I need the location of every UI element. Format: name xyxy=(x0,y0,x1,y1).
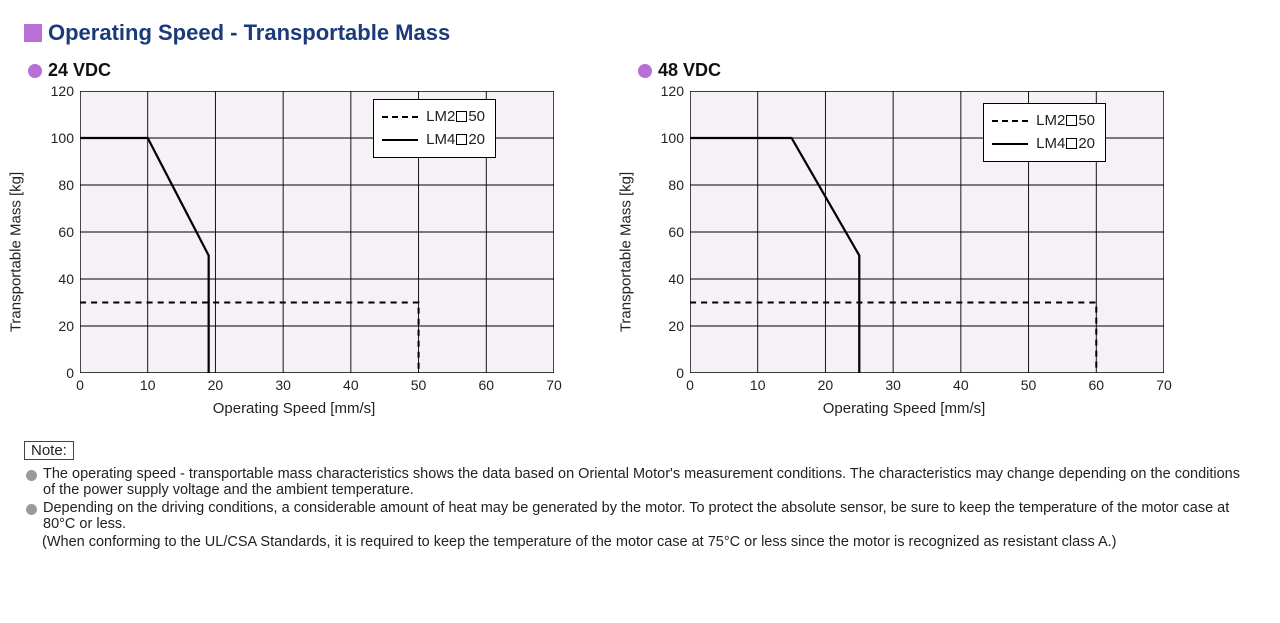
section-title-text: Operating Speed - Transportable Mass xyxy=(48,20,450,46)
chart-outer: Transportable Mass [kg]02040608010012001… xyxy=(634,87,1174,417)
legend-line-icon xyxy=(382,139,418,141)
x-tick-label: 40 xyxy=(343,373,359,393)
y-tick-label: 40 xyxy=(668,271,690,287)
x-axis-label: Operating Speed [mm/s] xyxy=(213,400,376,417)
legend-label: LM420 xyxy=(426,129,485,152)
x-tick-label: 30 xyxy=(275,373,291,393)
square-bullet-icon xyxy=(24,24,42,42)
y-tick-label: 100 xyxy=(51,130,80,146)
notes-section: Note: The operating speed - transportabl… xyxy=(24,441,1256,550)
legend-item: LM250 xyxy=(992,110,1095,133)
chart-panel: 48 VDCTransportable Mass [kg]02040608010… xyxy=(634,60,1174,417)
x-tick-label: 30 xyxy=(885,373,901,393)
x-tick-label: 60 xyxy=(1088,373,1104,393)
model-square-icon xyxy=(456,111,467,122)
legend-line-icon xyxy=(992,120,1028,122)
x-tick-label: 50 xyxy=(1021,373,1037,393)
legend-item: LM250 xyxy=(382,106,485,129)
y-tick-label: 80 xyxy=(668,177,690,193)
x-tick-label: 40 xyxy=(953,373,969,393)
legend-item: LM420 xyxy=(992,133,1095,156)
x-tick-label: 20 xyxy=(818,373,834,393)
y-tick-label: 20 xyxy=(58,318,80,334)
note-line: Depending on the driving conditions, a c… xyxy=(26,500,1256,532)
note-label: Note: xyxy=(24,441,74,460)
model-square-icon xyxy=(1066,115,1077,126)
chart-outer: Transportable Mass [kg]02040608010012001… xyxy=(24,87,564,417)
note-text: The operating speed - transportable mass… xyxy=(43,466,1256,498)
chart-subtitle: 24 VDC xyxy=(28,60,564,81)
legend: LM250LM420 xyxy=(983,103,1106,162)
chart-panel: 24 VDCTransportable Mass [kg]02040608010… xyxy=(24,60,564,417)
plot-area: 020406080100120010203040506070LM250LM420 xyxy=(80,91,554,373)
x-tick-label: 60 xyxy=(478,373,494,393)
y-tick-label: 20 xyxy=(668,318,690,334)
legend-item: LM420 xyxy=(382,129,485,152)
y-tick-label: 80 xyxy=(58,177,80,193)
y-tick-label: 120 xyxy=(51,83,80,99)
note-text: Depending on the driving conditions, a c… xyxy=(43,500,1256,532)
x-tick-label: 20 xyxy=(208,373,224,393)
model-square-icon xyxy=(1066,138,1077,149)
bullet-dot-icon xyxy=(26,504,37,515)
x-tick-label: 10 xyxy=(140,373,156,393)
y-tick-label: 60 xyxy=(668,224,690,240)
y-tick-label: 120 xyxy=(661,83,690,99)
x-tick-label: 70 xyxy=(1156,373,1172,393)
x-tick-label: 0 xyxy=(686,373,694,393)
model-square-icon xyxy=(456,134,467,145)
chart-subtitle-text: 48 VDC xyxy=(658,60,721,81)
x-tick-label: 70 xyxy=(546,373,562,393)
charts-row: 24 VDCTransportable Mass [kg]02040608010… xyxy=(24,60,1256,417)
y-axis-label: Transportable Mass [kg] xyxy=(8,172,25,332)
x-tick-label: 10 xyxy=(750,373,766,393)
section-title: Operating Speed - Transportable Mass xyxy=(24,20,1256,46)
y-tick-label: 40 xyxy=(58,271,80,287)
bullet-dot-icon xyxy=(26,470,37,481)
x-axis-label: Operating Speed [mm/s] xyxy=(823,400,986,417)
note-line: The operating speed - transportable mass… xyxy=(26,466,1256,498)
y-tick-label: 100 xyxy=(661,130,690,146)
legend-label: LM250 xyxy=(426,106,485,129)
chart-subtitle: 48 VDC xyxy=(638,60,1174,81)
y-tick-label: 60 xyxy=(58,224,80,240)
circle-bullet-icon xyxy=(638,64,652,78)
legend-label: LM250 xyxy=(1036,110,1095,133)
x-tick-label: 0 xyxy=(76,373,84,393)
legend-label: LM420 xyxy=(1036,133,1095,156)
circle-bullet-icon xyxy=(28,64,42,78)
legend-line-icon xyxy=(382,116,418,118)
plot-area: 020406080100120010203040506070LM250LM420 xyxy=(690,91,1164,373)
legend-line-icon xyxy=(992,143,1028,145)
x-tick-label: 50 xyxy=(411,373,427,393)
chart-subtitle-text: 24 VDC xyxy=(48,60,111,81)
y-axis-label: Transportable Mass [kg] xyxy=(618,172,635,332)
note-sub: (When conforming to the UL/CSA Standards… xyxy=(42,534,1256,550)
legend: LM250LM420 xyxy=(373,99,496,158)
